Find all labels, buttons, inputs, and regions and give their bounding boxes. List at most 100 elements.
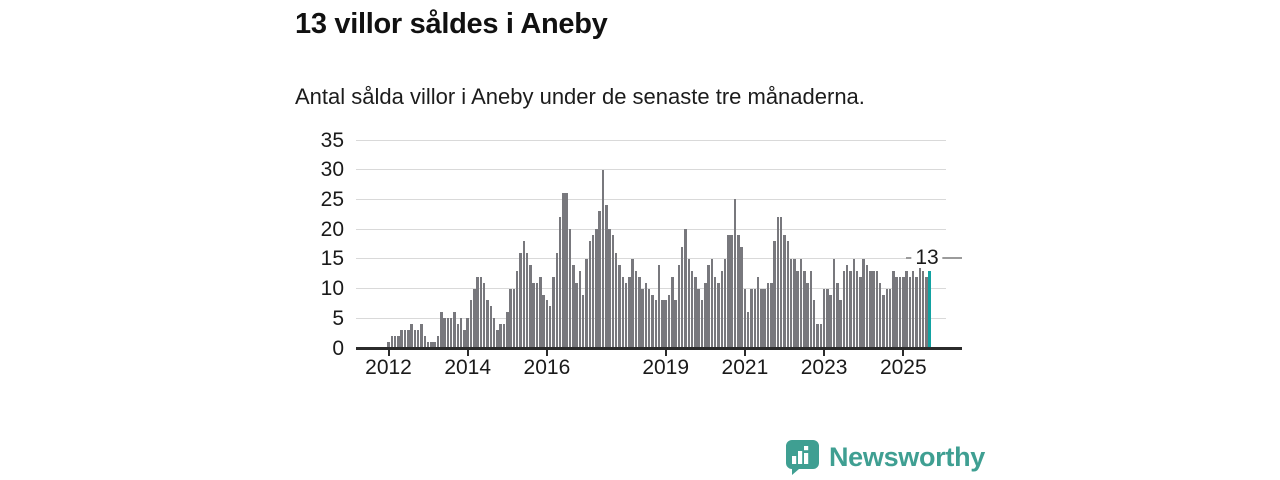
bar [911, 270, 915, 348]
bar [869, 270, 872, 348]
y-tick-label: 10 [320, 277, 344, 301]
x-axis-line [356, 347, 962, 350]
x-tick [466, 350, 469, 356]
bar [796, 270, 799, 348]
bar [862, 258, 865, 348]
bar [878, 282, 882, 348]
bar [436, 336, 440, 348]
bar [466, 318, 469, 348]
logo-bar-tall [797, 451, 803, 464]
bar [588, 241, 592, 348]
page-title: 13 villor såldes i Aneby [295, 8, 608, 40]
bar [608, 229, 611, 348]
bar [423, 336, 427, 348]
bar [921, 270, 925, 348]
bar [710, 258, 714, 348]
gridline [356, 228, 946, 230]
y-tick-label: 5 [332, 306, 344, 330]
bar [519, 252, 522, 348]
bar [687, 258, 691, 348]
bar [720, 270, 724, 348]
x-tick [545, 350, 548, 356]
bar [845, 264, 849, 348]
bar [667, 294, 671, 348]
bar [760, 288, 763, 348]
bar [492, 318, 496, 348]
bar [727, 235, 730, 348]
bar [387, 342, 390, 348]
bar [496, 330, 499, 348]
bar [684, 229, 687, 348]
bar [572, 264, 575, 348]
x-tick-label: 2021 [721, 356, 769, 379]
value-annotation: 13 [911, 247, 943, 268]
bar [756, 276, 760, 348]
bar [730, 235, 733, 348]
bar [555, 252, 559, 348]
gridline [356, 169, 946, 171]
bar [621, 276, 625, 348]
x-tick [387, 350, 390, 356]
bar [420, 324, 423, 348]
bar [839, 300, 842, 348]
bar [918, 252, 922, 348]
bar [430, 342, 433, 348]
brand-name: Newsworthy [828, 441, 985, 472]
bar [713, 276, 717, 348]
bar [803, 270, 806, 348]
bar [882, 294, 885, 348]
bar [908, 276, 912, 348]
bar [601, 169, 605, 348]
bar [700, 300, 704, 348]
bar [717, 282, 720, 348]
y-tick-label: 20 [320, 217, 344, 241]
bar [677, 264, 681, 348]
bar [822, 288, 826, 348]
bar [390, 336, 394, 348]
bar [535, 282, 539, 348]
bar [915, 276, 918, 348]
bar [849, 270, 852, 348]
page-subtitle: Antal sålda villor i Aneby under de sena… [295, 84, 865, 109]
bar [651, 294, 654, 348]
bar [591, 235, 595, 348]
bar [568, 229, 572, 348]
bar [522, 241, 526, 348]
bar [892, 270, 895, 348]
bar [562, 193, 565, 348]
highlighted-bar [928, 270, 931, 348]
bar [773, 241, 776, 348]
bar [770, 282, 773, 348]
bar [499, 324, 502, 348]
bar [515, 270, 519, 348]
bar [707, 264, 710, 348]
bar [598, 211, 601, 348]
bar [763, 288, 766, 348]
annotation-line [906, 257, 915, 259]
bar [806, 282, 809, 348]
bar [799, 258, 803, 348]
bar [578, 270, 582, 348]
bar [829, 294, 832, 348]
gridline [356, 139, 946, 141]
logo-bar-small [791, 456, 797, 464]
bar [641, 288, 644, 348]
y-tick-label: 35 [320, 128, 344, 152]
bar [826, 288, 829, 348]
bar [624, 282, 628, 348]
x-tick-label: 2025 [879, 356, 927, 379]
bar [776, 217, 780, 348]
bar [631, 258, 634, 348]
bar [611, 235, 615, 348]
bar [393, 336, 397, 348]
bar [737, 235, 740, 348]
bar [885, 288, 889, 348]
gridline [356, 317, 946, 319]
bar [657, 264, 661, 348]
bar [872, 270, 875, 348]
bar [664, 300, 667, 348]
bar [661, 300, 664, 348]
bar [453, 312, 456, 348]
bar [479, 276, 483, 348]
